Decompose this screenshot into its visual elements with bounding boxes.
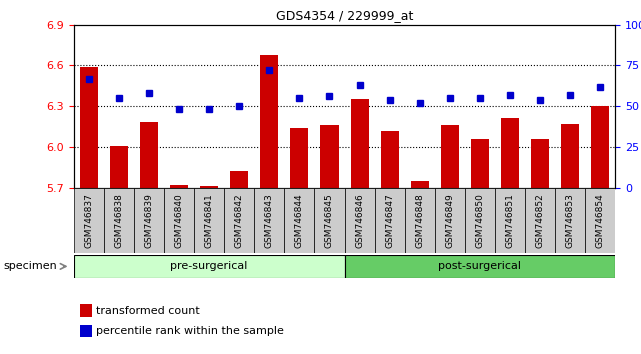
Text: GSM746840: GSM746840 xyxy=(174,193,183,248)
Text: post-surgerical: post-surgerical xyxy=(438,261,521,272)
Text: GSM746852: GSM746852 xyxy=(536,193,545,248)
Bar xyxy=(164,188,194,253)
Title: GDS4354 / 229999_at: GDS4354 / 229999_at xyxy=(276,9,413,22)
Bar xyxy=(465,188,495,253)
Bar xyxy=(194,188,224,253)
Text: GSM746853: GSM746853 xyxy=(566,193,575,248)
Bar xyxy=(74,255,345,278)
Text: transformed count: transformed count xyxy=(96,306,200,316)
Bar xyxy=(555,188,585,253)
Text: GSM746850: GSM746850 xyxy=(476,193,485,248)
Bar xyxy=(501,119,519,188)
Bar xyxy=(345,188,374,253)
Bar xyxy=(585,188,615,253)
Bar xyxy=(110,145,128,188)
Text: GSM746847: GSM746847 xyxy=(385,193,394,248)
Text: GSM746837: GSM746837 xyxy=(84,193,93,248)
Bar xyxy=(351,99,369,188)
Bar xyxy=(471,139,489,188)
Text: GSM746846: GSM746846 xyxy=(355,193,364,248)
Bar xyxy=(345,255,615,278)
Text: GSM746851: GSM746851 xyxy=(506,193,515,248)
Bar xyxy=(381,131,399,188)
Bar xyxy=(254,188,285,253)
Bar xyxy=(134,188,164,253)
Text: pre-surgerical: pre-surgerical xyxy=(171,261,248,272)
Text: GSM746854: GSM746854 xyxy=(596,193,605,248)
Bar xyxy=(531,139,549,188)
Bar xyxy=(290,128,308,188)
Bar xyxy=(525,188,555,253)
Text: GSM746841: GSM746841 xyxy=(204,193,213,248)
Bar xyxy=(315,188,345,253)
Bar xyxy=(411,181,429,188)
Text: GSM746842: GSM746842 xyxy=(235,193,244,248)
Bar xyxy=(260,55,278,188)
Bar xyxy=(562,124,579,188)
Text: GSM746849: GSM746849 xyxy=(445,193,454,248)
Bar xyxy=(404,188,435,253)
Bar xyxy=(104,188,134,253)
Text: percentile rank within the sample: percentile rank within the sample xyxy=(96,326,284,336)
Text: specimen: specimen xyxy=(3,261,57,272)
Bar xyxy=(441,125,459,188)
Bar xyxy=(80,325,92,337)
Bar xyxy=(591,106,610,188)
Bar xyxy=(320,125,338,188)
Bar xyxy=(374,188,404,253)
Bar xyxy=(140,122,158,188)
Bar xyxy=(435,188,465,253)
Text: GSM746838: GSM746838 xyxy=(114,193,123,248)
Text: GSM746843: GSM746843 xyxy=(265,193,274,248)
Bar xyxy=(230,171,248,188)
Text: GSM746848: GSM746848 xyxy=(415,193,424,248)
Text: GSM746844: GSM746844 xyxy=(295,193,304,248)
Bar xyxy=(170,185,188,188)
Bar xyxy=(495,188,525,253)
Bar xyxy=(224,188,254,253)
Text: GSM746845: GSM746845 xyxy=(325,193,334,248)
Bar xyxy=(80,304,92,317)
Bar xyxy=(79,67,98,188)
Bar xyxy=(285,188,315,253)
Text: GSM746839: GSM746839 xyxy=(144,193,153,248)
Bar xyxy=(200,186,218,188)
Bar xyxy=(74,188,104,253)
